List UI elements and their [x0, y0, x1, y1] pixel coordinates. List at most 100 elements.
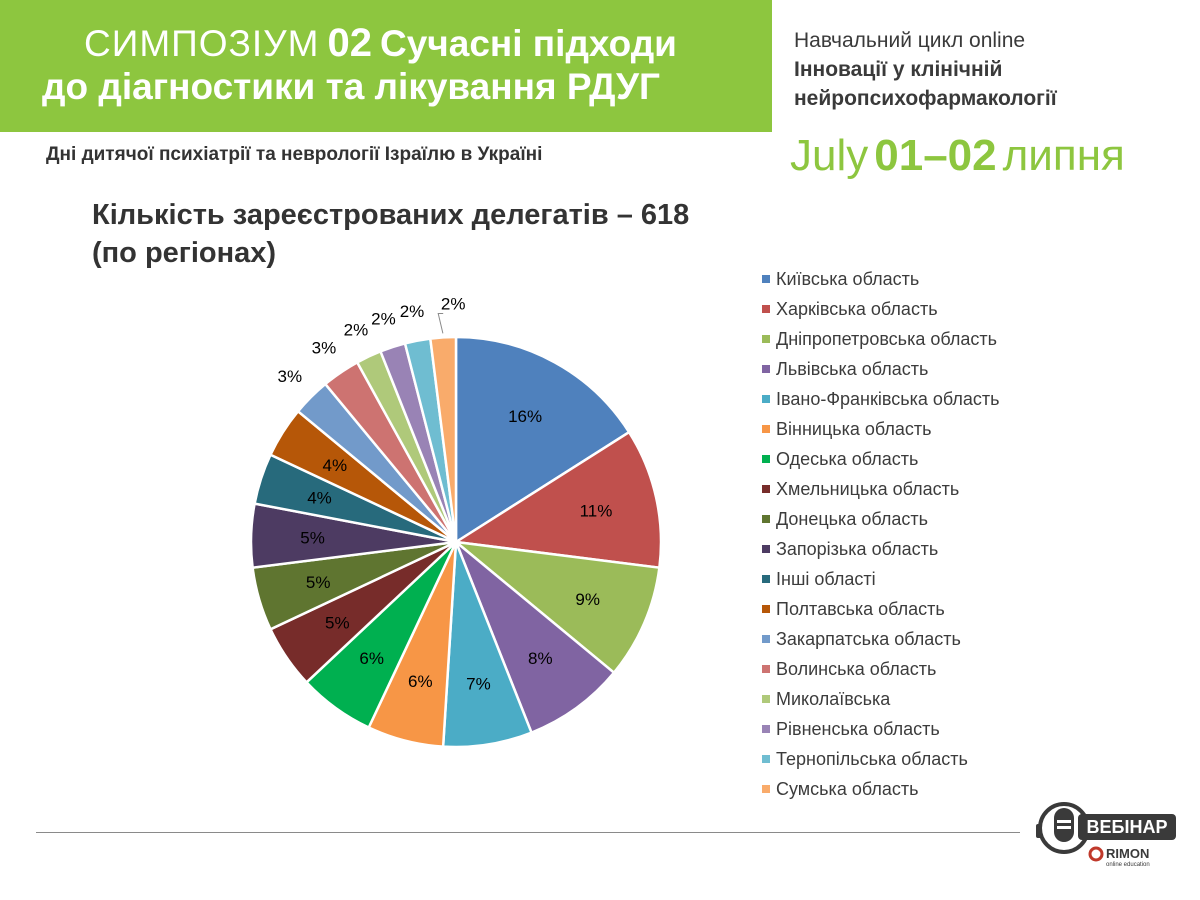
legend-label: Запорізька область: [776, 538, 939, 559]
pie-slice-4: [454, 541, 616, 735]
data-label-9: 5%: [306, 573, 331, 592]
legend-label: Волинська область: [776, 658, 937, 679]
banner-title-line1: СИМПОЗІУМ 02 Сучасні підходи: [84, 18, 677, 69]
legend-item-14: Волинська область: [762, 654, 1000, 684]
legend-item-10: Запорізька область: [762, 534, 1000, 564]
legend-swatch: [762, 575, 770, 583]
leader-line: [437, 313, 444, 334]
event-date: July 01–02 липня: [790, 128, 1125, 184]
cycle-info: Навчальний цикл online Інновації у кліні…: [794, 26, 1057, 113]
pie-slices: [249, 335, 663, 749]
brand-tagline: online education: [1106, 862, 1150, 868]
legend-swatch: [762, 725, 770, 733]
cycle-line3: нейропсихофармакології: [794, 87, 1057, 110]
rimon-icon: [1088, 846, 1104, 862]
legend-item-8: Хмельницька область: [762, 474, 1000, 504]
legend-label: Закарпатська область: [776, 628, 961, 649]
symposium-label: СИМПОЗІУМ: [84, 23, 320, 64]
chart-title: Кількість зареєстрованих делегатів – 618…: [92, 196, 689, 272]
legend-swatch: [762, 785, 770, 793]
legend-swatch: [762, 605, 770, 613]
data-label-15: 2%: [344, 320, 369, 339]
legend-label: Полтавська область: [776, 598, 945, 619]
data-label-10: 5%: [300, 529, 325, 548]
cycle-line1: Навчальний цикл online: [794, 29, 1026, 52]
chart-title-line1: Кількість зареєстрованих делегатів – 618: [92, 199, 690, 231]
legend-item-9: Донецька область: [762, 504, 1000, 534]
data-label-3: 9%: [575, 590, 600, 609]
legend-item-16: Рівненська область: [762, 714, 1000, 744]
legend-item-12: Полтавська область: [762, 594, 1000, 624]
data-label-7: 6%: [359, 649, 384, 668]
data-label-12: 4%: [323, 456, 348, 475]
date-days: 01–02: [874, 131, 997, 180]
data-label-8: 5%: [325, 614, 350, 633]
legend-label: Миколаївська: [776, 688, 891, 709]
data-label-16: 2%: [371, 310, 396, 329]
brand-name: RIMON: [1106, 846, 1149, 861]
header-banner: СИМПОЗІУМ 02 Сучасні підходи до діагностик…: [0, 0, 772, 132]
title-line1: Сучасні підходи: [379, 23, 677, 64]
legend-label: Сумська область: [776, 778, 919, 799]
date-prefix: July: [790, 131, 869, 180]
title-line2: до діагностики та лікування РДУГ: [42, 66, 660, 107]
legend-item-7: Одеська область: [762, 444, 1000, 474]
legend-item-1: Київська область: [762, 264, 1000, 294]
pie-labels: 16%11%9%8%7%6%6%5%5%5%4%4%3%3%2%2% 2% 2%: [278, 295, 613, 694]
legend-label: Київська область: [776, 268, 920, 289]
event-subheader: Дні дитячої психіатрії та неврології Ізр…: [46, 144, 543, 165]
legend-label: Харківська область: [776, 298, 938, 319]
legend-swatch: [762, 755, 770, 763]
chart-title-line2: (по регіонах): [92, 237, 277, 269]
data-label-4: 8%: [528, 649, 553, 668]
data-label-13: 3%: [278, 367, 303, 386]
pie-slice-18: [428, 335, 458, 543]
legend-label: Тернопільська область: [776, 748, 968, 769]
legend-item-4: Львівська область: [762, 354, 1000, 384]
legend-item-3: Дніпропетровська область: [762, 324, 1000, 354]
date-suffix: липня: [1002, 131, 1125, 180]
data-label-5: 7%: [466, 675, 491, 694]
legend-item-17: Тернопільська область: [762, 744, 1000, 774]
legend-swatch: [762, 515, 770, 523]
legend-swatch: [762, 665, 770, 673]
badge-text: ВЕБІНАР: [1087, 817, 1168, 837]
legend-swatch: [762, 335, 770, 343]
legend-label: Хмельницька область: [776, 478, 960, 499]
pie-slice-2: [452, 430, 663, 570]
legend-item-13: Закарпатська область: [762, 624, 1000, 654]
data-label-6: 6%: [408, 672, 433, 691]
legend-label: Дніпропетровська область: [776, 328, 997, 349]
legend-swatch: [762, 545, 770, 553]
legend-label: Одеська область: [776, 448, 919, 469]
legend-swatch: [762, 695, 770, 703]
data-label-1: 16%: [508, 407, 542, 426]
legend-label: Івано-Франківська область: [776, 388, 1000, 409]
symposium-number: 02: [327, 21, 372, 65]
legend-swatch: [762, 485, 770, 493]
legend-label: Донецька область: [776, 508, 928, 529]
data-label-17: 2%: [400, 302, 425, 321]
legend-label: Вінницька область: [776, 418, 932, 439]
legend-swatch: [762, 365, 770, 373]
legend-swatch: [762, 305, 770, 313]
footer-divider: [36, 832, 1020, 833]
legend-item-11: Інші області: [762, 564, 1000, 594]
data-label-18: 2%: [441, 295, 466, 314]
pie-slice-1: [454, 335, 631, 545]
legend-swatch: [762, 455, 770, 463]
legend-item-2: Харківська область: [762, 294, 1000, 324]
webinar-logo: ВЕБІНАР RIMON online education: [1036, 802, 1176, 868]
legend-item-15: Миколаївська: [762, 684, 1000, 714]
legend-swatch: [762, 635, 770, 643]
legend-item-6: Вінницька область: [762, 414, 1000, 444]
pie-slice-3: [451, 540, 661, 675]
legend-swatch: [762, 275, 770, 283]
legend-label: Інші області: [776, 568, 876, 589]
cycle-line2: Інновації у клінічній: [794, 58, 1003, 81]
data-label-14: 3%: [312, 339, 337, 358]
chart-legend: Київська область Харківська область Дніпро…: [762, 264, 1000, 804]
legend-item-5: Івано-Франківська область: [762, 384, 1000, 414]
legend-swatch: [762, 395, 770, 403]
